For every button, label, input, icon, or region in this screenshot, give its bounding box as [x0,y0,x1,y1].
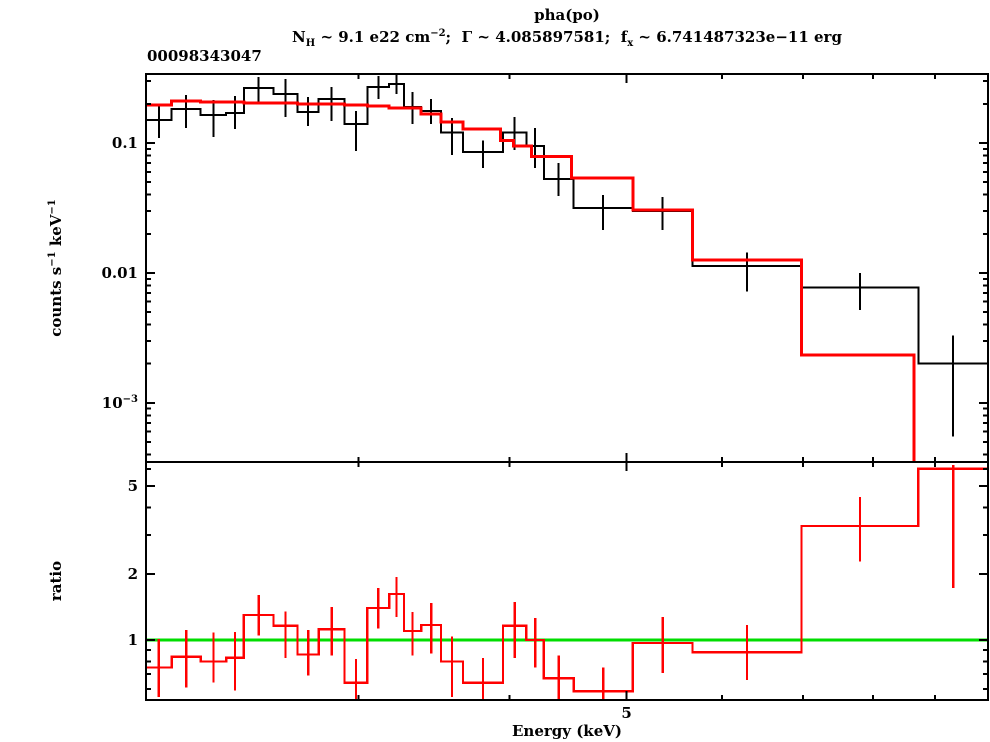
observation-id-label: 00098343047 [147,47,262,65]
fit-parameters-subtitle: NH ~ 9.1 e22 cm−2; Γ ~ 4.085897581; fx ~… [292,28,842,49]
ratio-error-bars [157,464,955,700]
panel-borders [145,73,989,701]
tick-label: 1 [128,631,138,649]
plot-title: pha(po) [534,6,600,24]
x-axis-label: Energy (keV) [512,722,622,740]
tick-label: 2 [128,565,138,583]
ratio-histogram [146,464,988,700]
tick-label: 10−3 [102,394,138,412]
tick-label: 5 [621,704,631,722]
data-histogram [146,75,988,437]
axis-ticks [146,74,988,700]
model-line [146,99,916,462]
tick-label: 0.1 [112,134,138,152]
tick-label: 5 [128,477,138,495]
tick-label: 0.01 [101,264,138,282]
data-error-bars [157,75,955,437]
